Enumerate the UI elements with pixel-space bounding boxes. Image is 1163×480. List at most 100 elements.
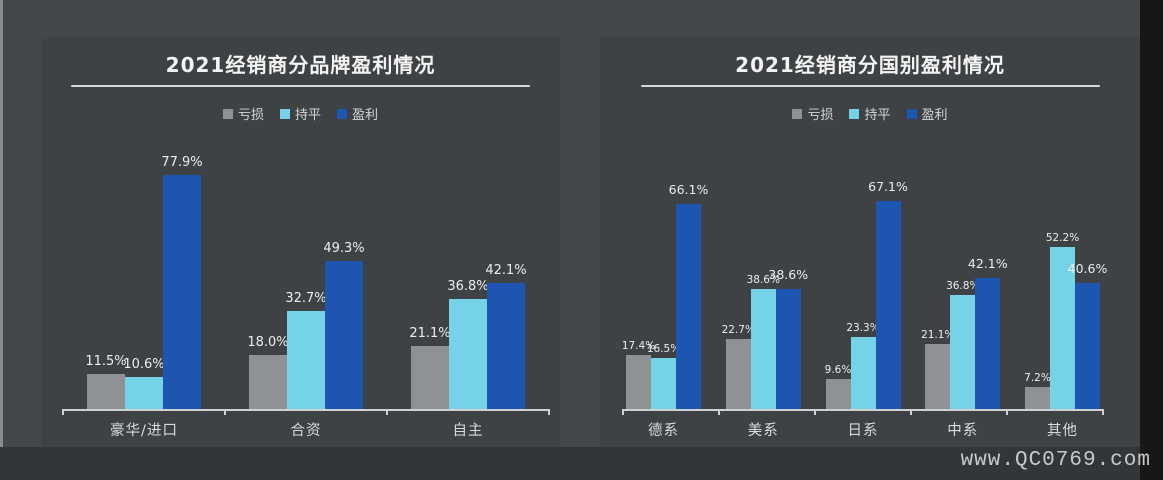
bar-持平: 16.5%: [647, 343, 680, 409]
bar-group: 21.1% 36.8% 42.1% 自主: [409, 131, 527, 439]
legend-swatch-icon: [849, 108, 860, 119]
legend-swatch-icon: [906, 108, 917, 119]
axis-tick: [622, 409, 624, 415]
bar-盈利: 42.1%: [968, 256, 1008, 409]
legend: 亏损 持平 盈利: [41, 104, 560, 123]
value-label: 22.7%: [721, 324, 755, 336]
value-label: 36.8%: [946, 280, 980, 292]
value-label: 40.6%: [1067, 261, 1108, 276]
bar-group: 21.1% 36.8% 42.1% 中系: [921, 131, 1008, 439]
value-label: 18.0%: [247, 335, 289, 350]
value-label: 42.1%: [967, 256, 1008, 271]
x-axis: [63, 409, 549, 411]
axis-tick: [224, 409, 226, 415]
bar-group: 7.2% 52.2% 40.6% 其他: [1024, 131, 1107, 439]
legend: 亏损 持平 盈利: [600, 104, 1140, 123]
bottom-band: [0, 447, 1140, 480]
plot-area: 11.5% 10.6% 77.9% 豪华/进口 18.0% 32.7% 49.3% 合资 21.…: [62, 131, 550, 439]
category-label: 日系: [847, 423, 879, 439]
bar-亏损: 11.5%: [85, 354, 127, 409]
value-label: 77.9%: [161, 155, 203, 170]
bar-持平: 32.7%: [285, 291, 327, 409]
bar-group: 22.7% 38.6% 38.6% 美系: [722, 131, 809, 439]
legend-label: 持平: [294, 108, 321, 123]
category-label: 豪华/进口: [110, 423, 178, 439]
bar-盈利: 77.9%: [161, 155, 203, 409]
bar-亏损: 21.1%: [409, 326, 451, 409]
value-label: 9.6%: [824, 364, 852, 376]
bar-亏损: 9.6%: [825, 364, 851, 409]
value-label: 21.1%: [409, 326, 451, 341]
category-label: 中系: [947, 423, 979, 439]
value-label: 16.5%: [646, 343, 681, 355]
value-label: 23.3%: [846, 322, 880, 334]
bar-groups: 17.4% 16.5% 66.1% 德系 22.7% 38.6% 38.6% 美系 9.6% 23…: [622, 131, 1108, 439]
value-label: 10.6%: [123, 357, 165, 372]
bar-持平: 52.2%: [1046, 232, 1079, 409]
value-label: 49.3%: [323, 241, 365, 256]
category-label: 德系: [648, 423, 679, 439]
legend-label: 持平: [864, 108, 891, 123]
bar-持平: 38.6%: [747, 274, 780, 409]
value-label: 36.8%: [447, 279, 489, 294]
legend-swatch-icon: [222, 108, 233, 119]
bar-亏损: 18.0%: [247, 335, 289, 409]
axis-tick: [62, 409, 64, 415]
x-axis: [623, 409, 1103, 411]
legend-swatch-icon: [337, 108, 347, 119]
category-label: 自主: [452, 423, 484, 439]
value-label: 52.2%: [1045, 232, 1080, 244]
value-label: 38.6%: [768, 267, 809, 282]
country-profit-chart: 2021经销商分国别盈利情况 亏损 持平 盈利 17.4% 16.5% 66.1% 德系 2…: [600, 37, 1140, 447]
value-label: 66.1%: [668, 182, 709, 197]
bar-亏损: 7.2%: [1024, 372, 1051, 409]
axis-tick: [1102, 409, 1104, 415]
bar-盈利: 40.6%: [1068, 261, 1107, 409]
legend-item: 亏损: [792, 104, 833, 123]
axis-tick: [1006, 409, 1008, 415]
chart-title: 2021经销商分国别盈利情况: [735, 53, 1005, 77]
legend-item: 盈利: [337, 104, 378, 123]
bar-亏损: 21.1%: [921, 329, 954, 409]
bar-持平: 23.3%: [846, 322, 880, 409]
watermark: www.QC0769.com: [960, 449, 1151, 472]
bar-持平: 36.8%: [946, 280, 979, 409]
legend-swatch-icon: [279, 108, 290, 119]
value-label: 11.5%: [85, 354, 127, 369]
value-label: 42.1%: [485, 263, 527, 278]
bar-group: 18.0% 32.7% 49.3% 合资: [247, 131, 365, 439]
value-label: 21.1%: [921, 329, 955, 341]
legend-swatch-icon: [792, 108, 803, 119]
bar-groups: 11.5% 10.6% 77.9% 豪华/进口 18.0% 32.7% 49.3% 合资 21.…: [63, 131, 549, 439]
value-label: 38.6%: [746, 274, 780, 286]
bar-group: 9.6% 23.3% 67.1% 日系: [825, 131, 908, 439]
bar-盈利: 42.1%: [485, 263, 527, 409]
bar-盈利: 66.1%: [669, 182, 708, 409]
category-label: 合资: [290, 423, 322, 439]
title-underline: [71, 85, 530, 87]
axis-tick: [548, 409, 550, 415]
legend-label: 盈利: [352, 108, 379, 123]
legend-item: 持平: [849, 104, 891, 123]
plot-area: 17.4% 16.5% 66.1% 德系 22.7% 38.6% 38.6% 美系 9.6% 23…: [622, 131, 1108, 439]
title-underline: [640, 85, 1100, 87]
legend-label: 盈利: [921, 108, 948, 123]
category-label: 其他: [1047, 423, 1078, 439]
legend-item: 盈利: [906, 104, 948, 123]
legend-item: 亏损: [222, 104, 264, 123]
legend-label: 亏损: [807, 108, 834, 123]
bar-盈利: 38.6%: [768, 267, 808, 409]
left-edge-line: [0, 0, 3, 480]
category-label: 美系: [747, 423, 779, 439]
bar-持平: 36.8%: [447, 279, 489, 409]
axis-tick: [910, 409, 912, 415]
brand-profit-chart: 2021经销商分品牌盈利情况 亏损 持平 盈利 11.5% 10.6% 77.9% 豪华/…: [41, 37, 560, 447]
right-edge-strip: [1140, 0, 1163, 480]
chart-title: 2021经销商分品牌盈利情况: [165, 53, 436, 77]
legend-item: 持平: [279, 104, 321, 123]
value-label: 7.2%: [1024, 372, 1051, 384]
value-label: 67.1%: [868, 179, 908, 194]
axis-tick: [814, 409, 816, 415]
bar-盈利: 67.1%: [868, 179, 908, 409]
legend-label: 亏损: [237, 108, 264, 123]
